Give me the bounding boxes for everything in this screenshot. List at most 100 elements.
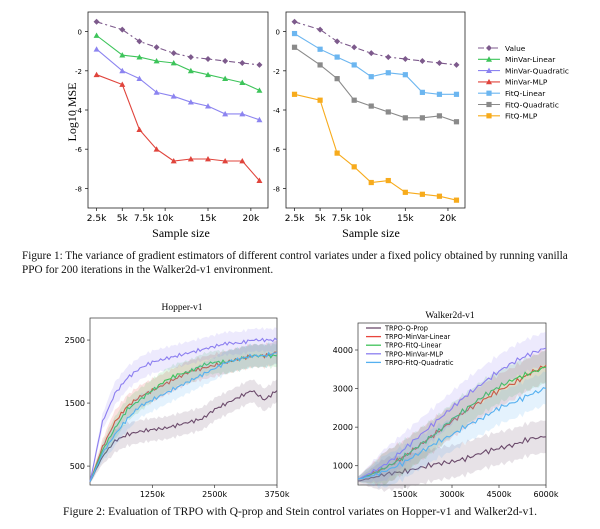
point-fitq-quadratic bbox=[317, 62, 323, 68]
point-fitq-linear bbox=[368, 74, 374, 80]
point-fitq-mlp bbox=[368, 179, 374, 186]
point-value bbox=[351, 44, 358, 51]
point-minvar-quadratic bbox=[119, 67, 126, 74]
point-fitq-mlp bbox=[385, 177, 391, 184]
walker-chart: 4000 3000 2000 1000 1500k 3000k 4500k 6000k bbox=[333, 322, 559, 499]
point-fitq-linear bbox=[453, 91, 460, 97]
legend-label: TRPO-MinVar-MLP bbox=[384, 350, 443, 358]
y-tick-label: 500 bbox=[70, 462, 85, 471]
curve-trpo-fitq-quadratic bbox=[357, 386, 547, 480]
point-minvar-quadratic bbox=[93, 46, 100, 52]
x-axis-label-right: Sample size bbox=[342, 226, 400, 240]
point-fitq-mlp bbox=[402, 189, 408, 195]
band-trpo-minvar-linear bbox=[90, 340, 277, 484]
hopper-title: Hopper-v1 bbox=[162, 303, 203, 313]
point-fitq-quadratic bbox=[385, 109, 391, 115]
point-value bbox=[153, 44, 160, 51]
legend-item-minvar-quadratic: MinVar-Quadratic bbox=[478, 66, 569, 75]
legend-label: TRPO-Q-Prop bbox=[384, 325, 428, 333]
legend-item-fitq-quadratic: FitQ-Quadratic bbox=[478, 100, 559, 109]
y-tick-label: -6 bbox=[273, 146, 281, 154]
point-minvar-mlp bbox=[170, 157, 177, 164]
plot-frame bbox=[285, 11, 466, 209]
legend-label: MinVar-Quadratic bbox=[505, 66, 569, 75]
point-minvar-linear bbox=[153, 58, 160, 64]
point-fitq-linear bbox=[419, 89, 425, 95]
point-minvar-quadratic bbox=[153, 89, 160, 95]
point-value bbox=[317, 26, 324, 33]
point-minvar-quadratic bbox=[205, 103, 211, 109]
legend-item-fitq-linear: FitQ-Linear bbox=[478, 89, 546, 98]
point-fitq-linear bbox=[402, 72, 408, 78]
point-minvar-mlp bbox=[205, 156, 211, 162]
legend-item-value: Value bbox=[478, 44, 526, 53]
y-tick-label: -4 bbox=[273, 107, 281, 115]
legend-marker bbox=[486, 90, 492, 96]
x-tick-label: 6000k bbox=[534, 490, 559, 499]
figure1-legend: Value MinVar-Linear MinVar-Quadratic MinVar… bbox=[478, 44, 569, 121]
legend-item-trpo-q-prop: TRPO-Q-Prop bbox=[366, 325, 428, 333]
legend-item-trpo-minvar-mlp: TRPO-MinVar-MLP bbox=[366, 350, 443, 358]
point-fitq-linear bbox=[291, 30, 298, 37]
point-minvar-quadratic bbox=[239, 110, 246, 117]
point-fitq-quadratic bbox=[351, 97, 357, 103]
point-value bbox=[291, 18, 298, 25]
point-minvar-quadratic bbox=[170, 93, 177, 99]
band-trpo-fitq-quadratic bbox=[358, 371, 546, 489]
point-value bbox=[402, 56, 409, 63]
point-minvar-linear bbox=[119, 52, 126, 58]
x-tick-label: 3750k bbox=[265, 490, 290, 499]
x-axis-label-left: Sample size bbox=[152, 226, 210, 240]
walker-title: Walker2d-v1 bbox=[425, 311, 475, 321]
y-tick-label: 1500 bbox=[65, 399, 85, 408]
point-minvar-mlp bbox=[187, 156, 194, 162]
x-tick-label: 5k bbox=[315, 214, 327, 224]
y-tick-label: -8 bbox=[75, 185, 82, 193]
point-fitq-linear bbox=[351, 62, 357, 68]
point-fitq-mlp bbox=[351, 164, 357, 170]
point-value bbox=[256, 61, 263, 68]
legend-item-minvar-mlp: MinVar-MLP bbox=[478, 78, 548, 87]
point-minvar-quadratic bbox=[187, 99, 194, 105]
x-tick-label: 20k bbox=[440, 214, 457, 224]
band-trpo-fitq-quadratic bbox=[90, 341, 277, 484]
legend-marker bbox=[486, 113, 492, 119]
x-tick-label: 20k bbox=[243, 214, 260, 224]
point-minvar-mlp bbox=[153, 146, 160, 152]
point-minvar-quadratic bbox=[256, 116, 263, 123]
x-tick-label: 7.5k bbox=[134, 214, 154, 224]
x-tick-label: 10k bbox=[157, 214, 174, 224]
point-value bbox=[385, 54, 392, 61]
point-minvar-mlp bbox=[93, 71, 100, 78]
legend-label: MinVar-Linear bbox=[505, 55, 556, 64]
series-line-minvar-linear bbox=[96, 35, 260, 91]
x-tick-label: 15k bbox=[200, 214, 217, 224]
legend-item-trpo-fitq-quadratic: TRPO-FitQ-Quadratic bbox=[366, 359, 454, 367]
point-minvar-linear bbox=[222, 75, 229, 82]
point-value bbox=[170, 50, 177, 57]
y-tick-label: 0 bbox=[276, 29, 280, 37]
point-fitq-quadratic bbox=[291, 44, 298, 50]
legend-label: FitQ-Linear bbox=[505, 89, 546, 98]
point-value bbox=[93, 18, 100, 25]
series-line-minvar-quadratic bbox=[96, 48, 260, 121]
curve-trpo-q-prop bbox=[89, 390, 278, 483]
point-fitq-quadratic bbox=[368, 103, 374, 109]
y-tick-label: -2 bbox=[75, 68, 82, 76]
y-tick-label: -8 bbox=[273, 185, 280, 193]
x-tick-label: 5k bbox=[117, 214, 129, 224]
x-tick-label: 3000k bbox=[440, 490, 465, 499]
point-value bbox=[187, 54, 194, 61]
point-fitq-quadratic bbox=[402, 115, 408, 121]
point-fitq-linear bbox=[334, 54, 340, 60]
y-tick-label: -2 bbox=[273, 68, 280, 76]
legend-label: TRPO-FitQ-Quadratic bbox=[384, 359, 454, 367]
x-tick-label: 2500k bbox=[202, 490, 227, 499]
point-minvar-mlp bbox=[222, 157, 229, 164]
x-tick-label: 4500k bbox=[487, 490, 512, 499]
point-minvar-linear bbox=[170, 59, 177, 66]
point-fitq-mlp bbox=[291, 91, 298, 97]
point-fitq-linear bbox=[317, 46, 323, 52]
point-fitq-linear bbox=[436, 91, 443, 97]
